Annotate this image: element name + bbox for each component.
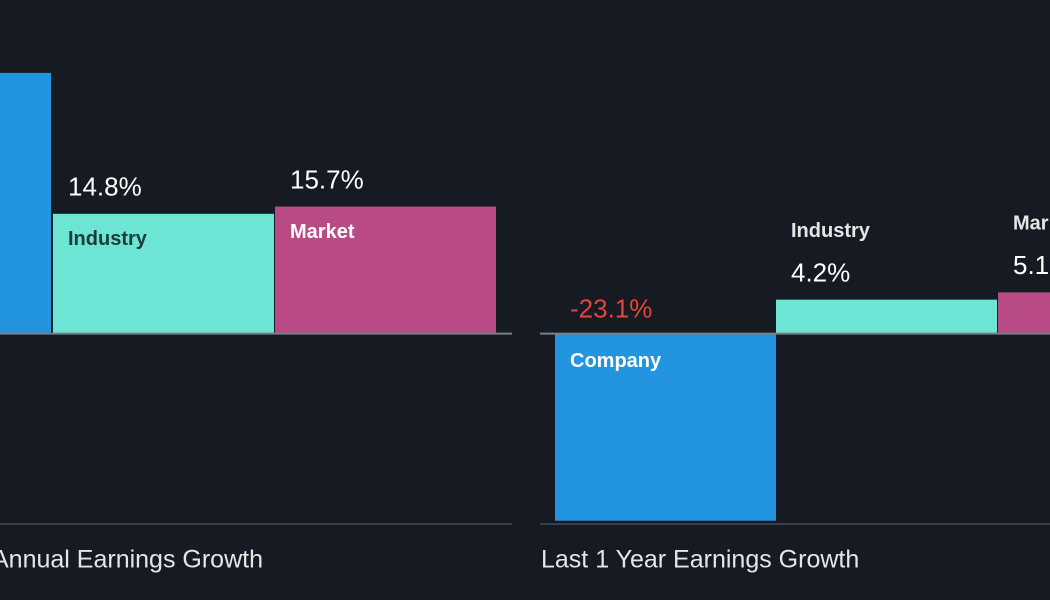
value-label: -23.1%: [570, 294, 652, 324]
value-label: 5.1%: [1013, 250, 1050, 280]
category-label: Industry: [68, 228, 148, 250]
category-label: Industry: [791, 220, 871, 242]
category-label: Company: [570, 350, 662, 372]
bar: [53, 213, 274, 334]
bar: [555, 333, 776, 521]
bar: [998, 292, 1050, 334]
category-label: Market: [1013, 213, 1050, 235]
bar: [275, 206, 496, 334]
value-label: 15.7%: [290, 164, 364, 194]
bar: [0, 72, 51, 334]
value-label: 14.8%: [68, 172, 142, 202]
category-label: Market: [290, 221, 355, 243]
chart-title: Last 1 Year Earnings Growth: [541, 546, 859, 574]
value-label: 4.2%: [791, 258, 850, 288]
chart-title: Annual Earnings Growth: [0, 546, 263, 574]
bar: [776, 299, 997, 334]
